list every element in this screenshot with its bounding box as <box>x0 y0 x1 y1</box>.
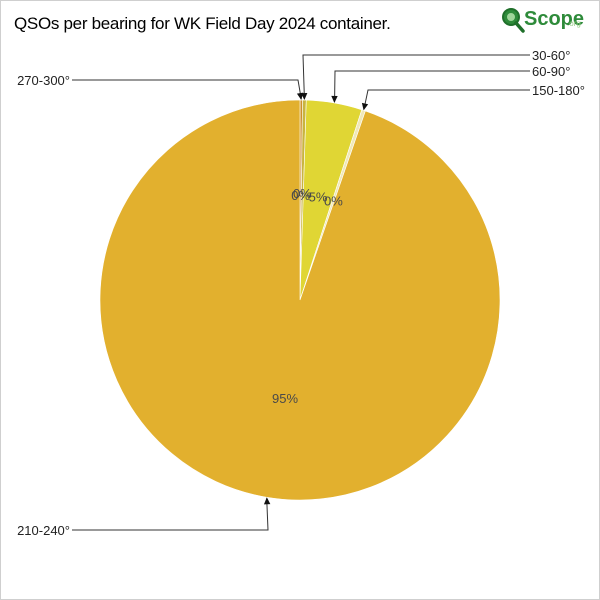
slice-category-label: 270-300° <box>17 73 70 88</box>
callout-line <box>302 54 530 100</box>
slice-percent-label: 0% <box>293 186 312 201</box>
slice-category-label: 210-240° <box>17 523 70 538</box>
callout-arrow <box>361 102 369 111</box>
callout-line <box>334 70 530 103</box>
magnifier-icon <box>502 8 525 33</box>
pie-slice <box>99 99 501 501</box>
slice-percent-label: 0% <box>324 193 343 208</box>
logo-suffix: .org <box>567 19 581 28</box>
logo: Scope .org <box>500 5 588 35</box>
callout-arrow <box>331 95 338 103</box>
slice-percent-label: 0% <box>291 188 310 203</box>
callout-line <box>72 498 269 531</box>
slice-category-label: 30-60° <box>532 48 570 63</box>
slice-category-label: 60-90° <box>532 64 570 79</box>
slice-category-label: 150-180° <box>532 83 585 98</box>
chart-title: QSOs per bearing for WK Field Day 2024 c… <box>14 14 391 33</box>
callout-line <box>363 89 530 110</box>
callout-arrow <box>263 497 271 505</box>
logo-text: Scope <box>524 8 585 30</box>
callout-arrow <box>300 92 308 101</box>
slice-percent-label: 5% <box>309 190 328 205</box>
callout-line <box>72 79 302 100</box>
slice-percent-label: 95% <box>272 391 298 406</box>
